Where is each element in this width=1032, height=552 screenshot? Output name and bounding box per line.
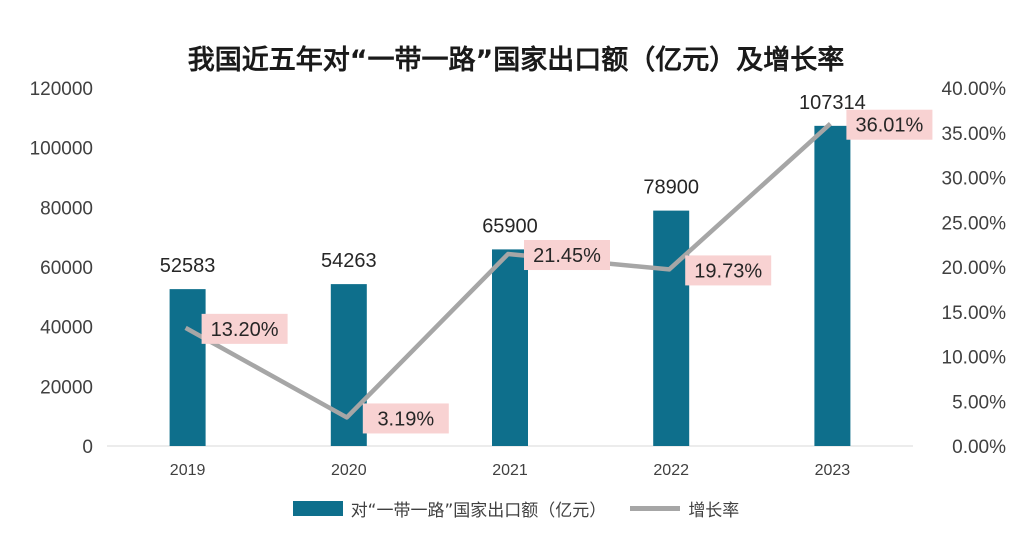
growth-value-label: 36.01%	[855, 115, 923, 137]
right-axis-tick: 10.00%	[942, 348, 1007, 369]
right-axis-tick: 5.00%	[952, 392, 1006, 413]
left-axis-tick: 80000	[40, 198, 93, 219]
bar	[492, 249, 528, 446]
chart-plot: 0 20000 40000 60000 80000 100000 120000 0.00% 5.…	[30, 79, 1007, 479]
growth-label-bg	[685, 255, 772, 286]
right-axis-tick: 30.00%	[942, 169, 1007, 190]
bar-value-label: 52583	[160, 255, 216, 277]
legend-label-growth: 增长率	[688, 501, 740, 521]
growth-label-bg	[362, 403, 449, 434]
x-axis-tick: 2022	[653, 462, 689, 479]
left-axis-tick: 0	[82, 437, 93, 458]
x-axis-tick: 2019	[170, 462, 206, 479]
left-axis-tick: 60000	[40, 258, 93, 279]
bar-value-label: 65900	[482, 215, 538, 237]
bar-value-label: 107314	[799, 92, 866, 114]
legend-swatch-line	[630, 506, 681, 511]
right-axis-tick: 0.00%	[952, 437, 1006, 458]
legend-item-export: 对“一带一路”国家出口额（亿元）	[292, 496, 607, 521]
bar	[653, 210, 690, 446]
growth-value-label: 3.19%	[377, 408, 434, 430]
chart-title: 我国近五年对“一带一路”国家出口额（亿元）及增长率	[187, 45, 845, 76]
growth-line	[184, 122, 832, 420]
right-axis-tick: 35.00%	[942, 124, 1007, 145]
growth-label-bg	[846, 109, 933, 140]
left-axis-tick: 120000	[30, 79, 93, 100]
bar-value-label: 54263	[321, 250, 377, 272]
right-axis-tick: 15.00%	[942, 303, 1007, 324]
right-axis-tick: 20.00%	[942, 258, 1007, 279]
growth-value-label: 21.45%	[533, 245, 601, 267]
x-axis-tick: 2020	[331, 462, 367, 479]
left-axis-tick: 40000	[40, 318, 93, 339]
right-axis-tick: 40.00%	[942, 79, 1007, 100]
bar	[169, 289, 206, 446]
left-axis-tick: 20000	[40, 377, 93, 398]
growth-value-label: 19.73%	[694, 260, 762, 282]
bar	[330, 284, 367, 446]
legend: 对“一带一路”国家出口额（亿元） 增长率	[0, 496, 1032, 521]
growth-value-label: 13.20%	[211, 319, 279, 341]
x-axis-tick: 2023	[815, 462, 851, 479]
bar	[814, 125, 851, 447]
left-axis-tick: 100000	[30, 139, 93, 160]
growth-label-bg	[524, 240, 610, 271]
x-axis-tick: 2021	[492, 462, 528, 479]
growth-label-bg	[201, 313, 288, 344]
bar-value-label: 78900	[643, 177, 699, 199]
legend-swatch-bar	[292, 501, 343, 516]
legend-item-growth: 增长率	[630, 496, 739, 521]
legend-label-export: 对“一带一路”国家出口额（亿元）	[350, 501, 607, 521]
right-axis-tick: 25.00%	[942, 213, 1007, 234]
